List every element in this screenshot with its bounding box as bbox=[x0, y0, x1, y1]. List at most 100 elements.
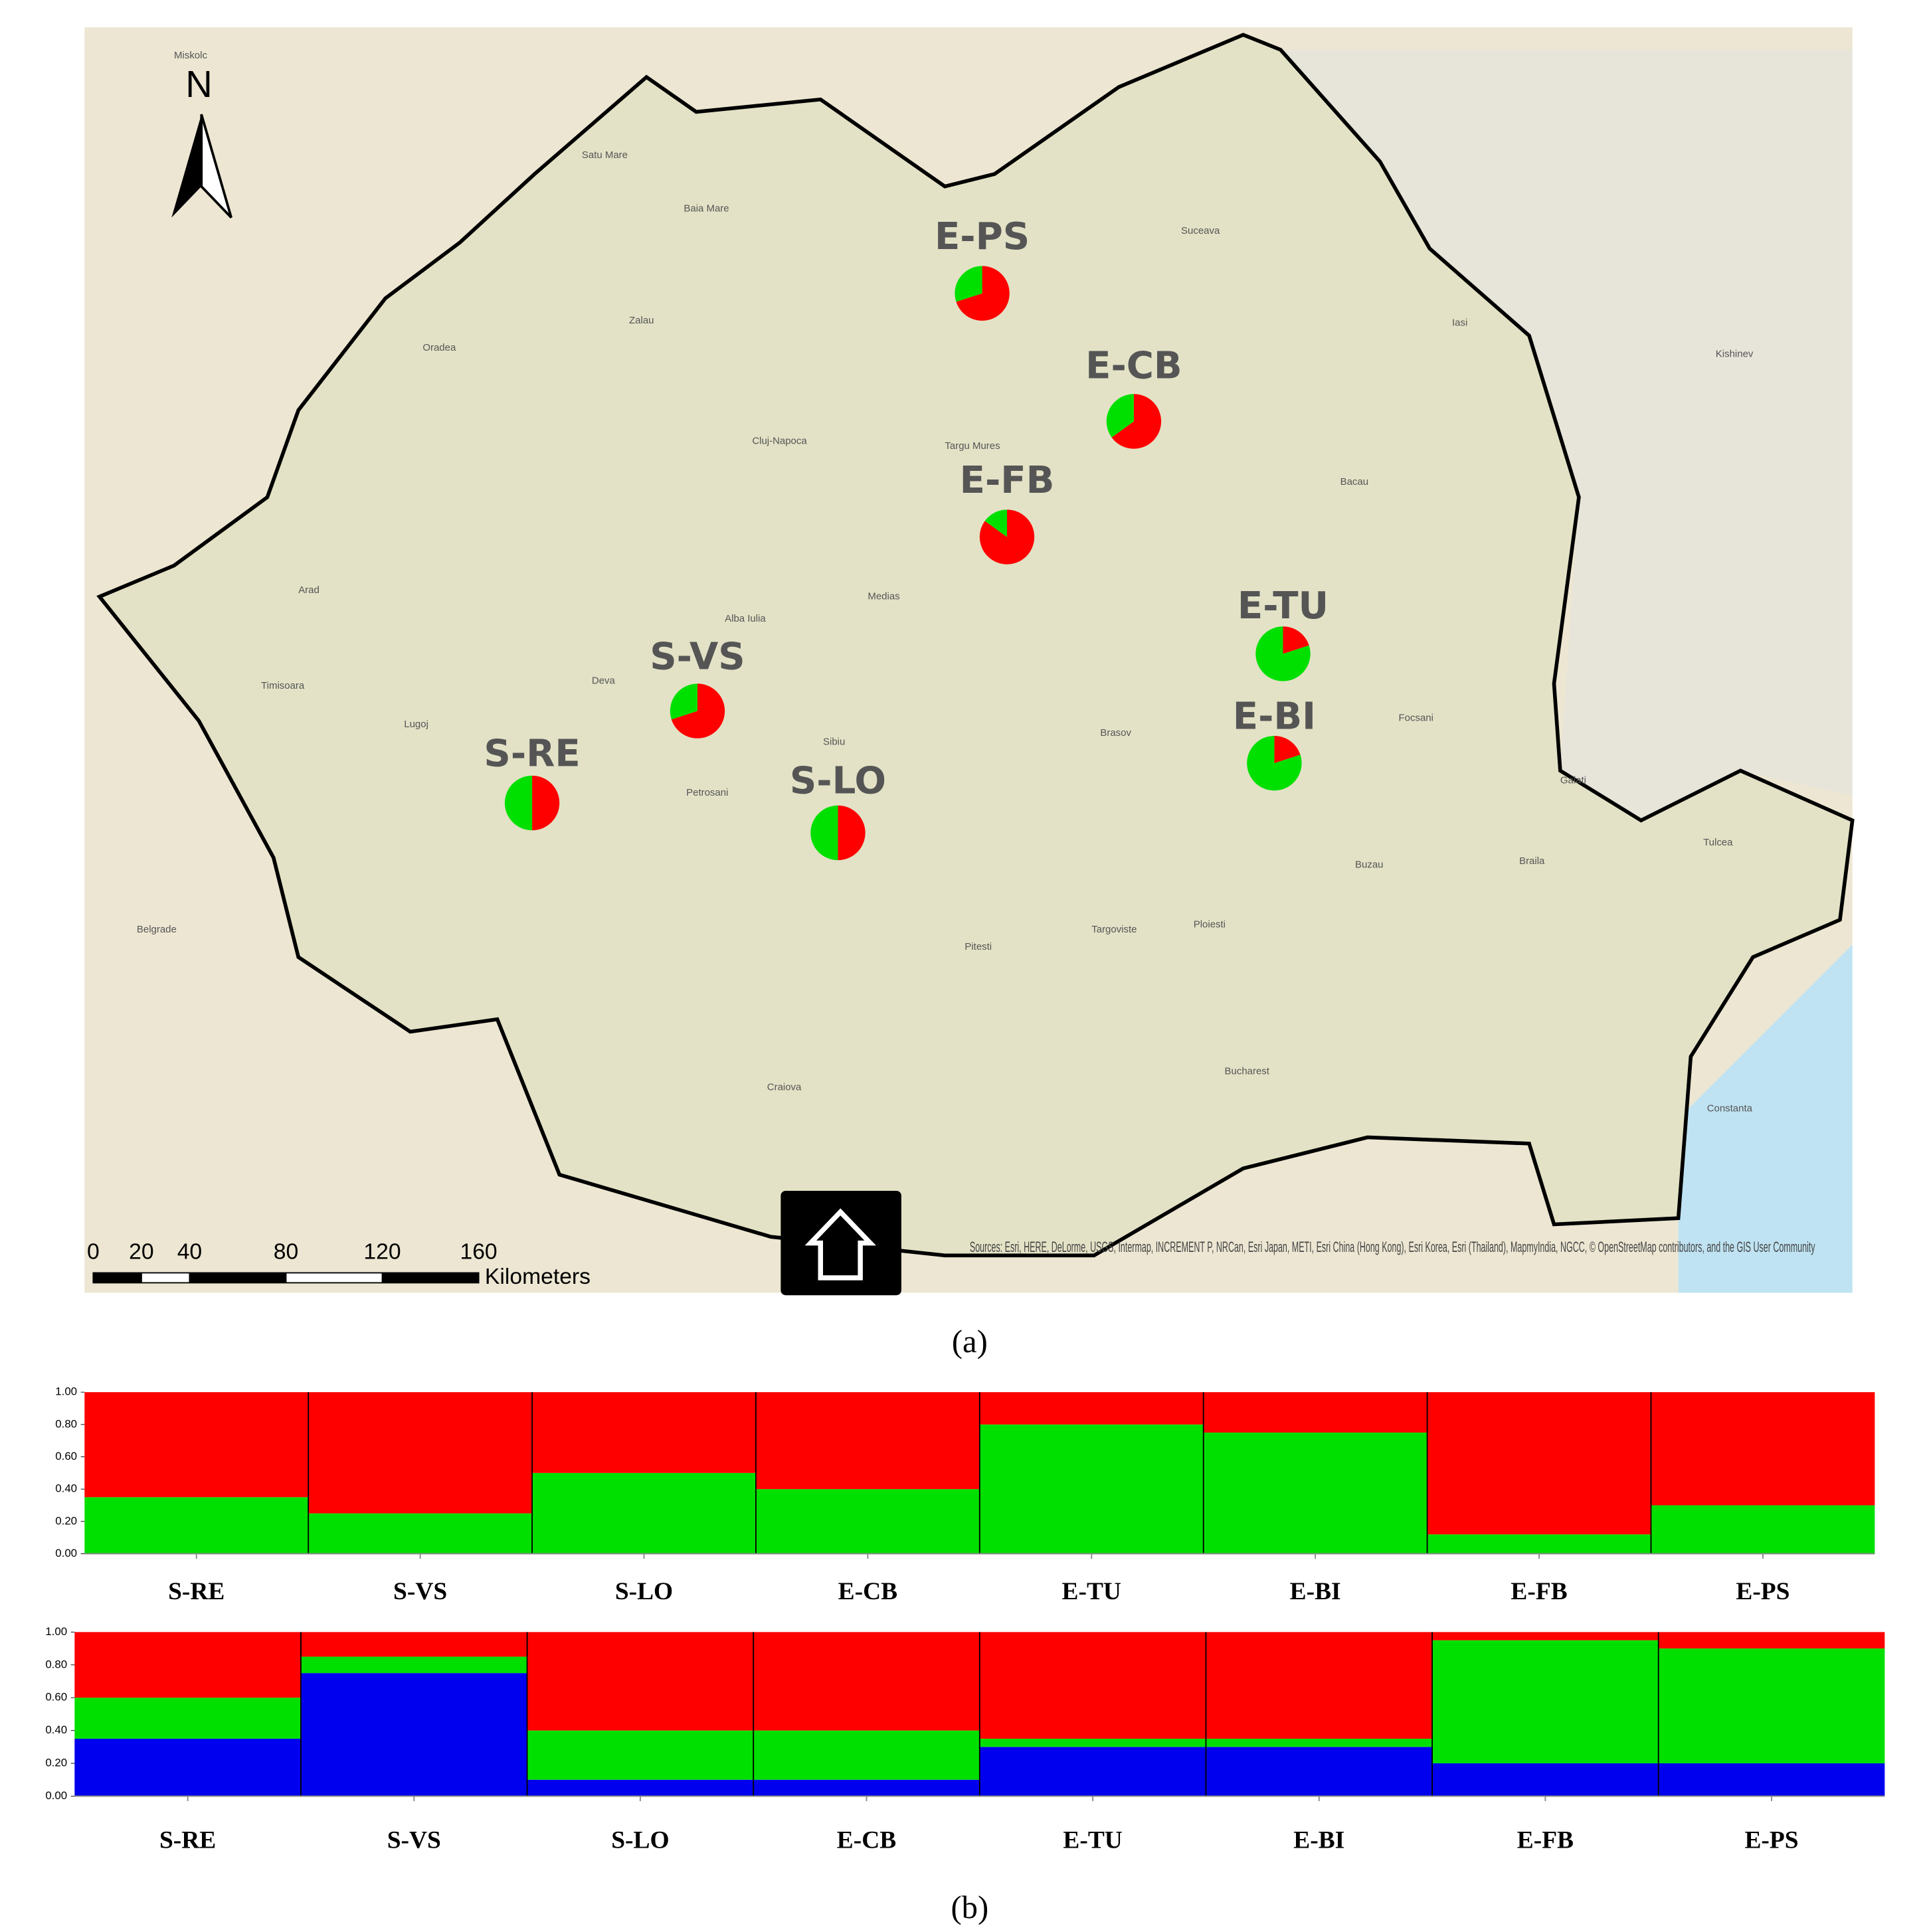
country-border bbox=[96, 33, 1855, 1258]
bar-segment bbox=[74, 1698, 301, 1739]
bar-segment bbox=[1658, 1763, 1885, 1797]
x-tick-label: E-PS bbox=[1736, 1578, 1789, 1605]
city-label: Brasov bbox=[1100, 727, 1131, 739]
scale-unit: Kilometers bbox=[485, 1265, 591, 1289]
bar-segment bbox=[1427, 1392, 1651, 1535]
y-tick-label: 0.20 bbox=[55, 1514, 77, 1527]
bar-segment bbox=[979, 1392, 1204, 1425]
scale-tick-label: 120 bbox=[363, 1239, 401, 1264]
x-tick-label: E-TU bbox=[1062, 1578, 1121, 1605]
y-tick-label: 0.20 bbox=[45, 1756, 67, 1769]
bar-segment bbox=[300, 1656, 527, 1674]
pie-label: S-RE bbox=[484, 733, 580, 776]
bar-segment bbox=[1651, 1505, 1875, 1554]
pie-label: S-LO bbox=[790, 760, 886, 803]
pie-slice bbox=[956, 266, 1010, 321]
pie-label: S-VS bbox=[650, 636, 745, 679]
north-arrow-left bbox=[171, 114, 202, 218]
city-label: Braila bbox=[1519, 855, 1545, 867]
bar-segment bbox=[84, 1392, 309, 1498]
city-label: Craiova bbox=[767, 1082, 802, 1093]
city-label: Pitesti bbox=[964, 941, 992, 952]
bar-segment bbox=[1206, 1738, 1433, 1747]
pie bbox=[670, 683, 725, 739]
city-label: Timisoara bbox=[261, 680, 305, 691]
bar-segment bbox=[1651, 1392, 1875, 1506]
pie bbox=[1106, 394, 1162, 449]
city-label: Tulcea bbox=[1703, 837, 1733, 848]
pie-slice bbox=[532, 775, 560, 831]
pie-slice bbox=[984, 509, 1008, 537]
bar-segment bbox=[532, 1392, 756, 1473]
bar-segment bbox=[979, 1424, 1204, 1554]
city-label: Suceava bbox=[1181, 225, 1220, 236]
pie-slice bbox=[838, 805, 866, 861]
x-tick-label: S-LO bbox=[615, 1578, 673, 1605]
x-tick-label: S-LO bbox=[611, 1826, 669, 1854]
city-label: Iasi bbox=[1452, 317, 1467, 329]
caption: (b) bbox=[951, 1889, 988, 1925]
x-tick-label: S-VS bbox=[387, 1826, 441, 1854]
city-label: Sibiu bbox=[823, 736, 845, 747]
bar-segment bbox=[1203, 1432, 1427, 1554]
pie-slice bbox=[1111, 394, 1162, 449]
bar-segment bbox=[979, 1632, 1206, 1739]
bar-segment bbox=[300, 1673, 527, 1797]
bar-segment bbox=[527, 1632, 754, 1731]
bar-segment bbox=[527, 1730, 754, 1780]
bar-segment bbox=[1427, 1534, 1651, 1554]
city-label: Alba Iulia bbox=[725, 613, 766, 624]
x-tick-label: E-BI bbox=[1290, 1578, 1341, 1605]
y-tick-label: 0.80 bbox=[45, 1658, 67, 1670]
north-arrow-right bbox=[200, 114, 232, 219]
bar-segment bbox=[979, 1738, 1206, 1747]
pie bbox=[810, 805, 866, 861]
bar-segment bbox=[74, 1632, 301, 1698]
scale-tick-label: 80 bbox=[274, 1239, 298, 1264]
x-tick-label: E-FB bbox=[1511, 1578, 1567, 1605]
y-tick-label: 0.00 bbox=[45, 1789, 67, 1802]
y-tick-label: 0.80 bbox=[55, 1417, 77, 1430]
city-label: Buzau bbox=[1355, 859, 1383, 871]
pie-slice bbox=[979, 509, 1035, 565]
pie-slice bbox=[1274, 735, 1301, 764]
y-tick-label: 1.00 bbox=[55, 1385, 77, 1398]
city-label: Arad bbox=[298, 584, 320, 596]
pie-slice bbox=[955, 266, 982, 302]
scale-bar-segment bbox=[93, 1273, 141, 1283]
city-label: Deva bbox=[592, 675, 616, 687]
bar-segment bbox=[532, 1472, 756, 1554]
bar-segment bbox=[1432, 1763, 1659, 1797]
logo-box bbox=[780, 1190, 901, 1296]
pie-label: E-PS bbox=[935, 215, 1030, 258]
pie-slice bbox=[1247, 735, 1302, 791]
city-label: Targoviste bbox=[1091, 924, 1137, 935]
scale-bar-segment bbox=[189, 1273, 286, 1283]
city-label: Galati bbox=[1560, 774, 1586, 786]
city-label: Cluj-Napoca bbox=[752, 435, 807, 446]
y-tick-label: 0.60 bbox=[45, 1691, 67, 1704]
city-label: Oradea bbox=[422, 342, 456, 353]
caption: (a) bbox=[952, 1324, 988, 1360]
pie-label: E-BI bbox=[1233, 695, 1316, 738]
pie-label: E-TU bbox=[1238, 584, 1329, 628]
pie bbox=[979, 509, 1035, 565]
map-outside-region bbox=[1280, 49, 1853, 821]
city-label: Belgrade bbox=[137, 924, 177, 935]
scale-tick-label: 160 bbox=[460, 1239, 497, 1264]
y-tick-label: 1.00 bbox=[45, 1625, 67, 1638]
city-label: Kishinev bbox=[1716, 348, 1754, 359]
y-tick-label: 0.00 bbox=[55, 1547, 77, 1559]
bar-segment bbox=[753, 1632, 980, 1731]
bar-segment bbox=[74, 1738, 301, 1797]
bar-segment bbox=[84, 1497, 309, 1554]
pie-slice bbox=[504, 775, 533, 831]
city-label: Constanta bbox=[1707, 1102, 1753, 1114]
city-label: Satu Mare bbox=[582, 149, 628, 161]
city-label: Petrosani bbox=[686, 787, 728, 798]
city-label: Bucharest bbox=[1225, 1065, 1270, 1077]
